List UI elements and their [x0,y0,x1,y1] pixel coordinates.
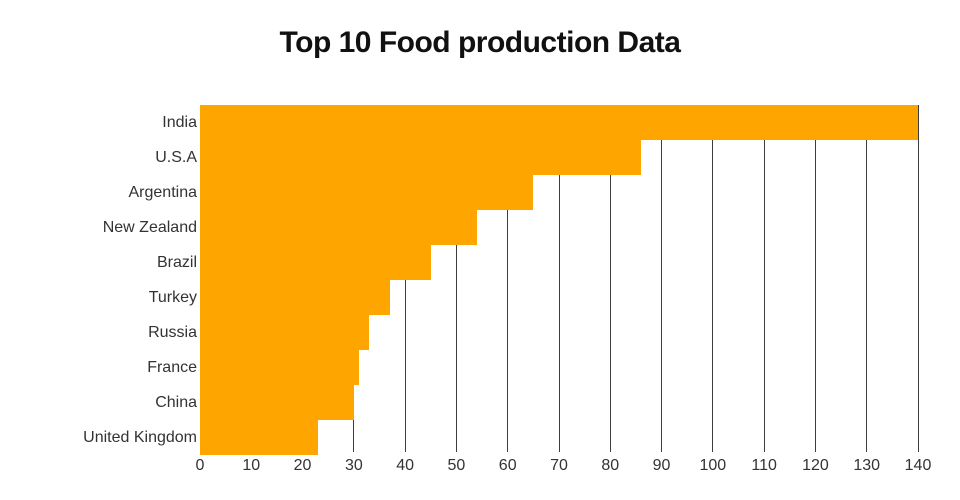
x-tick-label: 50 [447,457,466,474]
gridline [455,105,457,452]
y-category-label: Turkey [148,288,197,306]
gridline [814,105,816,452]
y-category-label: Brazil [156,253,197,271]
x-tick-label: 130 [853,457,881,474]
gridline [866,105,868,452]
gridline [712,105,714,452]
bar [200,280,390,315]
x-tick-label: 10 [242,457,261,474]
gridline [609,105,611,452]
x-tick-label: 70 [550,457,568,474]
y-category-label: United Kingdom [83,428,197,446]
x-tick-label: 110 [751,457,777,474]
bar [200,245,431,280]
bar [200,210,477,245]
x-tick-label: 120 [802,457,829,474]
gridline [558,105,560,452]
x-tick-label: 100 [699,457,727,474]
x-tick-label: 40 [396,457,415,474]
y-category-label: U.S.A [155,148,197,166]
y-category-label: India [162,113,197,131]
y-category-label: New Zealand [102,218,197,236]
bar [200,315,370,350]
gridline [763,105,765,452]
x-tick-label: 30 [344,457,363,474]
gridline [507,105,509,452]
x-tick-label: 20 [293,457,312,474]
x-tick-label: 90 [652,457,671,474]
y-category-label: China [155,393,197,411]
bar [200,175,534,210]
gridline [661,105,663,452]
x-tick-label: 60 [498,457,517,474]
y-category-label: Argentina [128,183,198,201]
y-category-label: France [147,358,197,376]
bar [200,350,359,385]
bar [200,105,918,140]
bar [200,140,642,175]
bar [200,420,318,455]
bar [200,385,354,420]
gridline [917,105,919,452]
x-tick-label: 0 [195,457,205,474]
y-category-label: Russia [148,323,197,341]
chart-title: Top 10 Food production Data [279,26,681,59]
x-tick-label: 80 [601,457,620,474]
x-tick-label: 140 [904,457,932,474]
plot-area [200,105,919,455]
